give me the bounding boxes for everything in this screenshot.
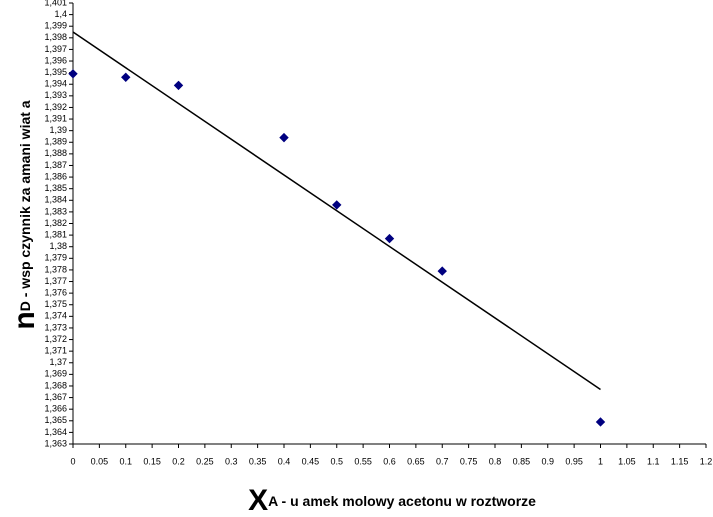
y-tick-label: 1,375 [44, 299, 67, 309]
y-tick-label: 1,391 [44, 113, 67, 123]
y-tick-label: 1,369 [44, 369, 67, 379]
y-tick-label: 1,392 [44, 102, 67, 112]
y-tick-label: 1,4 [54, 9, 67, 19]
x-tick-label: 0.4 [278, 456, 291, 466]
x-tick-label: 0.05 [91, 456, 109, 466]
data-point [173, 80, 184, 91]
x-tick-label: 0.65 [407, 456, 425, 466]
x-tick-label: 1.2 [700, 456, 713, 466]
y-tick-label: 1,367 [44, 392, 67, 402]
y-tick-label: 1,364 [44, 427, 67, 437]
x-tick-label: 0 [70, 456, 75, 466]
y-tick-label: 1,396 [44, 55, 67, 65]
x-tick-label: 1.05 [618, 456, 636, 466]
y-tick-label: 1,378 [44, 264, 67, 274]
y-tick-label: 1,399 [44, 21, 67, 31]
y-tick-label: 1,374 [44, 311, 67, 321]
y-tick-label: 1,384 [44, 195, 67, 205]
x-tick-label: 0.75 [460, 456, 478, 466]
y-tick-label: 1,372 [44, 334, 67, 344]
x-tick-label: 0.5 [330, 456, 343, 466]
x-tick-label: 0.3 [225, 456, 238, 466]
y-tick-label: 1,386 [44, 171, 67, 181]
x-tick-label: 1.1 [647, 456, 660, 466]
y-axis-title-main: n [8, 311, 41, 329]
y-tick-label: 1,363 [44, 438, 67, 448]
y-tick-label: 1,397 [44, 44, 67, 54]
y-tick-label: 1,371 [44, 346, 67, 356]
data-point [437, 266, 447, 276]
y-tick-label: 1,37 [49, 357, 67, 367]
y-tick-label: 1,398 [44, 32, 67, 42]
x-tick-label: 0.15 [143, 456, 161, 466]
y-tick-label: 1,366 [44, 404, 67, 414]
y-tick-label: 1,388 [44, 148, 67, 158]
y-tick-label: 1,368 [44, 380, 67, 390]
data-point [68, 69, 78, 79]
y-tick-label: 1,385 [44, 183, 67, 193]
y-tick-label: 1,401 [44, 0, 67, 7]
data-point [332, 200, 342, 210]
x-tick-label: 0.1 [119, 456, 132, 466]
x-tick-label: 0.25 [196, 456, 214, 466]
x-tick-label: 1 [598, 456, 603, 466]
x-tick-label: 0.35 [249, 456, 267, 466]
y-tick-label: 1,394 [44, 79, 67, 89]
y-tick-label: 1,382 [44, 218, 67, 228]
x-tick-label: 1.15 [671, 456, 689, 466]
x-tick-label: 0.6 [383, 456, 396, 466]
x-tick-label: 0.9 [541, 456, 554, 466]
y-tick-label: 1,393 [44, 90, 67, 100]
y-tick-label: 1,376 [44, 288, 67, 298]
y-tick-label: 1,381 [44, 229, 67, 239]
trendline [72, 31, 601, 391]
y-tick-label: 1,383 [44, 206, 67, 216]
data-point [121, 72, 131, 82]
y-tick-label: 1,365 [44, 415, 67, 425]
x-tick-label: 0.95 [565, 456, 583, 466]
y-axis-title: nD - wsp czynnik za amani wiat a [8, 100, 41, 329]
data-point [595, 417, 606, 427]
y-tick-label: 1,389 [44, 137, 67, 147]
y-tick-label: 1,379 [44, 253, 67, 263]
data-point [279, 132, 289, 143]
data-point [384, 233, 395, 244]
x-tick-label: 0.45 [302, 456, 320, 466]
x-axis-title-main: X [248, 484, 268, 517]
y-tick-label: 1,387 [44, 160, 67, 170]
x-tick-label: 0.55 [354, 456, 372, 466]
y-tick-label: 1,39 [49, 125, 67, 135]
x-axis-title-sub: A - u amek molowy acetonu w roztworze [268, 493, 536, 509]
x-tick-label: 0.8 [489, 456, 502, 466]
y-tick-label: 1,395 [44, 67, 67, 77]
y-tick-label: 1,38 [49, 241, 67, 251]
x-tick-label: 0.85 [513, 456, 531, 466]
x-tick-label: 0.2 [172, 456, 185, 466]
x-axis-title: XA - u amek molowy acetonu w roztworze [248, 484, 536, 517]
y-tick-label: 1,373 [44, 322, 67, 332]
y-tick-label: 1,377 [44, 276, 67, 286]
y-axis-title-sub: D - wsp czynnik za amani wiat a [17, 100, 33, 311]
x-tick-label: 0.7 [436, 456, 449, 466]
